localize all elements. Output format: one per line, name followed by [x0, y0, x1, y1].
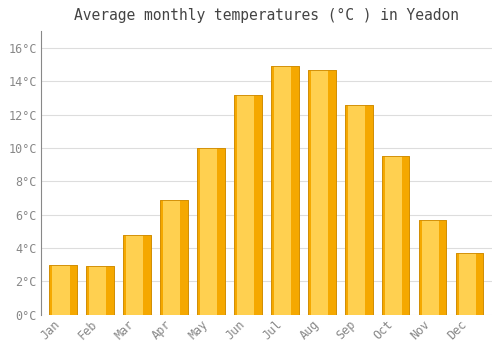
- Bar: [86, 266, 114, 315]
- Bar: [348, 105, 365, 315]
- Bar: [50, 265, 77, 315]
- Bar: [418, 220, 446, 315]
- Bar: [456, 253, 483, 315]
- Bar: [422, 220, 439, 315]
- Bar: [123, 234, 151, 315]
- Bar: [382, 156, 409, 315]
- Bar: [382, 156, 409, 315]
- Bar: [197, 148, 225, 315]
- Bar: [52, 265, 70, 315]
- Bar: [234, 95, 262, 315]
- Bar: [271, 66, 298, 315]
- Bar: [308, 70, 336, 315]
- Bar: [163, 199, 180, 315]
- Bar: [123, 234, 151, 315]
- Bar: [237, 95, 254, 315]
- Bar: [160, 199, 188, 315]
- Bar: [160, 199, 188, 315]
- Bar: [200, 148, 218, 315]
- Bar: [86, 266, 114, 315]
- Bar: [271, 66, 298, 315]
- Bar: [458, 253, 476, 315]
- Bar: [308, 70, 336, 315]
- Bar: [234, 95, 262, 315]
- Bar: [311, 70, 328, 315]
- Bar: [126, 234, 144, 315]
- Bar: [274, 66, 291, 315]
- Bar: [197, 148, 225, 315]
- Bar: [345, 105, 372, 315]
- Title: Average monthly temperatures (°C ) in Yeadon: Average monthly temperatures (°C ) in Ye…: [74, 8, 459, 23]
- Bar: [456, 253, 483, 315]
- Bar: [50, 265, 77, 315]
- Bar: [90, 266, 106, 315]
- Bar: [385, 156, 402, 315]
- Bar: [418, 220, 446, 315]
- Bar: [345, 105, 372, 315]
